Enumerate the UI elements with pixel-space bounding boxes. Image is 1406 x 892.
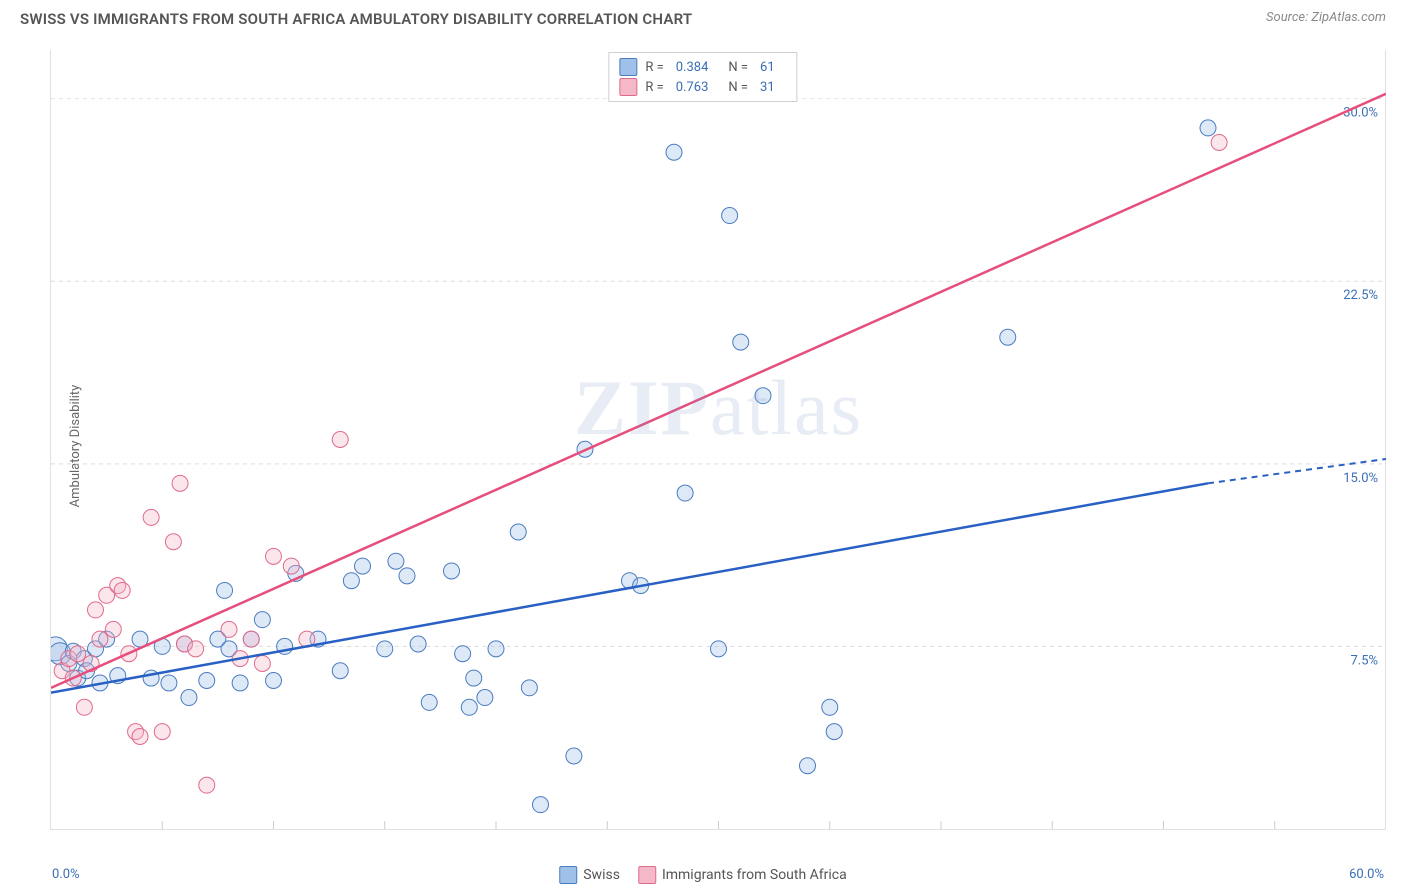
y-tick-label: 7.5%	[1350, 653, 1378, 668]
data-point	[521, 680, 537, 696]
data-point	[377, 641, 393, 657]
data-point	[92, 631, 108, 647]
legend-swatch-icon	[619, 78, 637, 96]
data-point	[232, 675, 248, 691]
legend-series-box: Swiss Immigrants from South Africa	[559, 866, 847, 884]
legend-series-swiss: Swiss	[559, 866, 620, 884]
data-point	[199, 777, 215, 793]
legend-swatch-icon	[619, 58, 637, 76]
legend-r-value: 0.384	[676, 60, 709, 75]
data-point	[355, 558, 371, 574]
data-point	[466, 670, 482, 686]
data-point	[254, 655, 270, 671]
y-tick-label: 15.0%	[1343, 471, 1378, 486]
data-point	[826, 724, 842, 740]
data-point	[243, 631, 259, 647]
legend-swatch-icon	[559, 866, 577, 884]
data-point	[70, 646, 86, 662]
data-point	[677, 485, 693, 501]
data-point	[444, 563, 460, 579]
data-point	[822, 699, 838, 715]
chart-svg: 7.5% 15.0% 22.5% 30.0%	[51, 50, 1386, 829]
data-point	[181, 690, 197, 706]
data-point	[510, 524, 526, 540]
data-point	[154, 724, 170, 740]
data-point	[461, 699, 477, 715]
data-point	[477, 690, 493, 706]
data-point	[88, 602, 104, 618]
data-point	[114, 582, 130, 598]
legend-n-label: N =	[728, 60, 748, 75]
legend-stats-box: R = 0.384 N = 61 R = 0.763 N = 31	[608, 52, 797, 102]
data-point	[1211, 135, 1227, 151]
data-point	[399, 568, 415, 584]
data-point	[221, 621, 237, 637]
data-point	[188, 641, 204, 657]
data-point	[410, 636, 426, 652]
y-tick-label: 22.5%	[1343, 288, 1378, 303]
data-point	[105, 621, 121, 637]
data-point	[199, 673, 215, 689]
data-point	[711, 641, 727, 657]
data-point	[533, 797, 549, 813]
legend-swatch-icon	[638, 866, 656, 884]
data-point	[76, 699, 92, 715]
legend-n-value: 61	[760, 60, 775, 75]
data-point	[722, 208, 738, 224]
data-point	[488, 641, 504, 657]
data-point	[161, 675, 177, 691]
data-point	[266, 548, 282, 564]
legend-r-value: 0.763	[676, 80, 709, 95]
data-point	[755, 388, 771, 404]
data-point	[733, 334, 749, 350]
x-axis-end-label: 60.0%	[1349, 867, 1384, 882]
data-point	[217, 582, 233, 598]
data-point	[1000, 329, 1016, 345]
trend-line	[51, 94, 1386, 688]
legend-stats-row-immigrants: R = 0.763 N = 31	[619, 77, 786, 97]
data-point	[283, 558, 299, 574]
data-point	[254, 612, 270, 628]
data-point	[566, 748, 582, 764]
chart-plot-area: ZIPatlas 7.5%15.0%22.5%30.0%	[50, 50, 1386, 830]
y-tick-label: 30.0%	[1343, 106, 1378, 121]
data-point	[421, 694, 437, 710]
chart-title: SWISS VS IMMIGRANTS FROM SOUTH AFRICA AM…	[20, 10, 692, 28]
data-point	[800, 758, 816, 774]
data-point	[388, 553, 404, 569]
data-point	[455, 646, 471, 662]
source-label: Source: ZipAtlas.com	[1266, 10, 1386, 25]
legend-r-label: R =	[645, 80, 663, 95]
data-point	[266, 673, 282, 689]
legend-n-value: 31	[760, 80, 775, 95]
data-point	[332, 432, 348, 448]
x-axis-start-label: 0.0%	[52, 867, 80, 882]
data-point	[332, 663, 348, 679]
data-point	[132, 729, 148, 745]
legend-series-label: Swiss	[583, 867, 620, 883]
legend-n-label: N =	[728, 80, 748, 95]
data-point	[1200, 120, 1216, 136]
legend-r-label: R =	[645, 60, 663, 75]
data-point	[165, 534, 181, 550]
data-point	[343, 573, 359, 589]
legend-stats-row-swiss: R = 0.384 N = 61	[619, 57, 786, 77]
data-point	[172, 475, 188, 491]
data-point	[666, 144, 682, 160]
legend-series-label: Immigrants from South Africa	[662, 867, 847, 883]
legend-series-immigrants: Immigrants from South Africa	[638, 866, 847, 884]
data-point	[143, 509, 159, 525]
